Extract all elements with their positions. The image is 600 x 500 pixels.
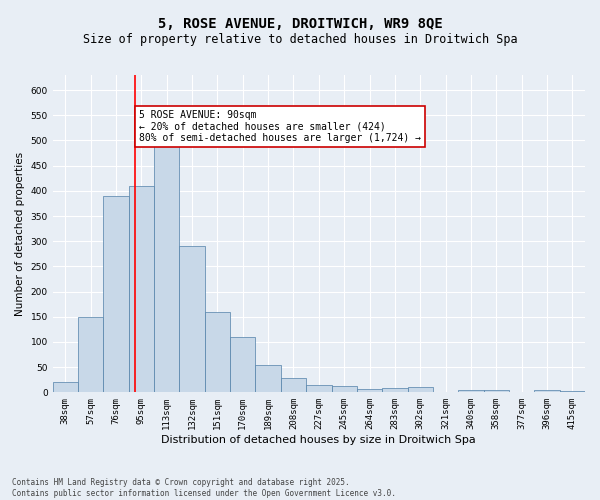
Text: Size of property relative to detached houses in Droitwich Spa: Size of property relative to detached ho… <box>83 32 517 46</box>
Text: 5 ROSE AVENUE: 90sqm
← 20% of detached houses are smaller (424)
80% of semi-deta: 5 ROSE AVENUE: 90sqm ← 20% of detached h… <box>139 110 421 143</box>
Bar <box>205 312 230 392</box>
Bar <box>407 388 433 392</box>
Y-axis label: Number of detached properties: Number of detached properties <box>15 152 25 316</box>
Bar <box>230 337 256 392</box>
Bar <box>281 378 306 392</box>
Text: Contains HM Land Registry data © Crown copyright and database right 2025.
Contai: Contains HM Land Registry data © Crown c… <box>12 478 396 498</box>
Bar <box>357 389 382 392</box>
X-axis label: Distribution of detached houses by size in Droitwich Spa: Distribution of detached houses by size … <box>161 435 476 445</box>
Bar <box>179 246 205 392</box>
Bar <box>154 140 179 392</box>
Bar <box>535 390 560 392</box>
Bar <box>103 196 129 392</box>
Bar <box>306 385 332 392</box>
Bar <box>484 390 509 392</box>
Bar <box>332 386 357 392</box>
Bar <box>458 390 484 392</box>
Text: 5, ROSE AVENUE, DROITWICH, WR9 8QE: 5, ROSE AVENUE, DROITWICH, WR9 8QE <box>158 18 442 32</box>
Bar <box>382 388 407 392</box>
Bar <box>129 186 154 392</box>
Bar <box>53 382 78 392</box>
Bar <box>78 317 103 392</box>
Bar <box>256 364 281 392</box>
